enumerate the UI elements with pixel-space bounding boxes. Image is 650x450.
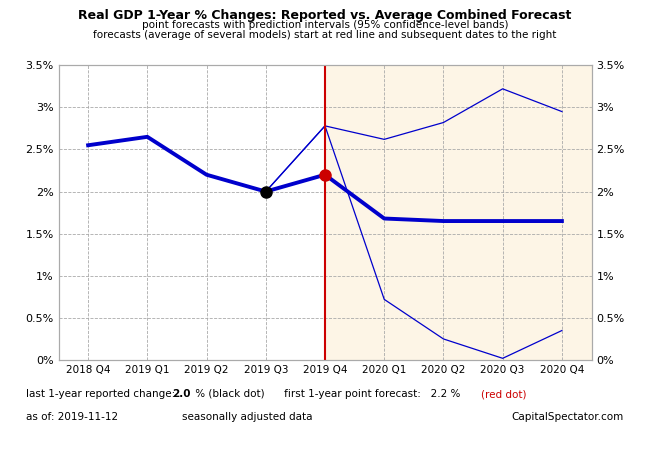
Text: % (black dot)      first 1-year point forecast:   2.2 %: % (black dot) first 1-year point forecas… xyxy=(192,389,463,399)
Text: CapitalSpectator.com: CapitalSpectator.com xyxy=(512,412,624,422)
Text: last 1-year reported change:: last 1-year reported change: xyxy=(26,389,182,399)
Text: Real GDP 1-Year % Changes: Reported vs. Average Combined Forecast: Real GDP 1-Year % Changes: Reported vs. … xyxy=(78,9,572,22)
Text: 2.0: 2.0 xyxy=(172,389,190,399)
Text: seasonally adjusted data: seasonally adjusted data xyxy=(182,412,312,422)
Text: point forecasts with prediction intervals (95% confidence-level bands): point forecasts with prediction interval… xyxy=(142,20,508,30)
Text: forecasts (average of several models) start at red line and subsequent dates to : forecasts (average of several models) st… xyxy=(94,30,556,40)
Bar xyxy=(325,65,592,360)
Text: as of: 2019-11-12: as of: 2019-11-12 xyxy=(26,412,118,422)
Text: (red dot): (red dot) xyxy=(481,389,526,399)
